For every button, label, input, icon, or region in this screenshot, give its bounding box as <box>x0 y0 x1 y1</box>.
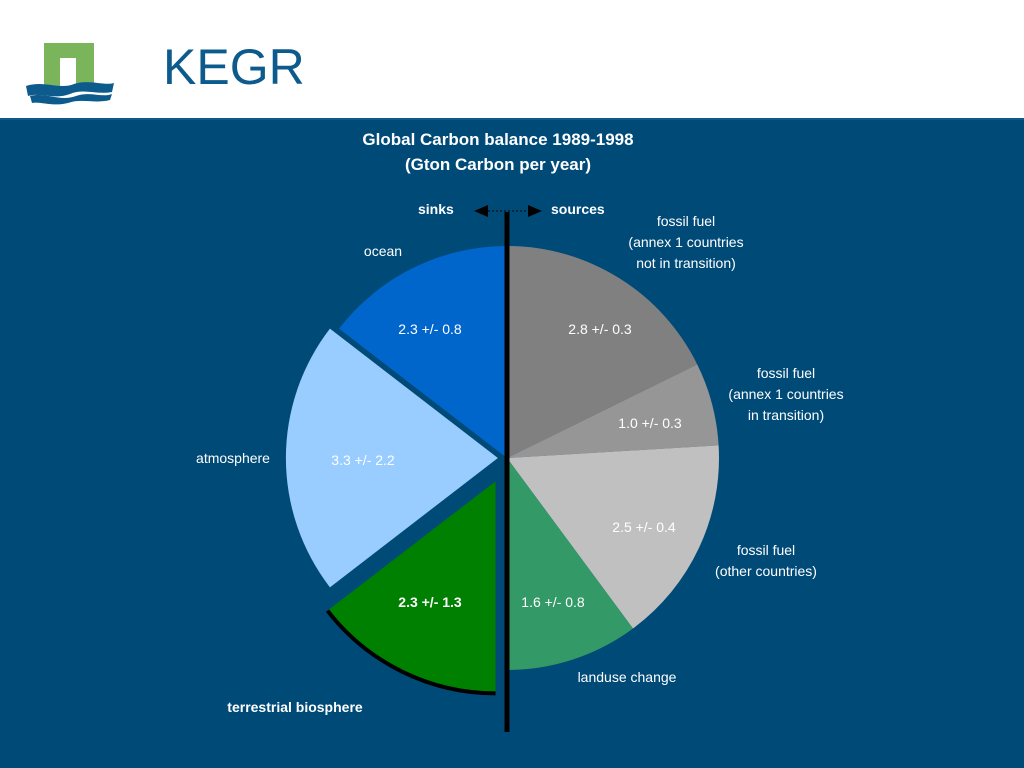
slice-terrestrial-biosphere <box>327 481 496 694</box>
value-ocean: 2.3 +/- 0.8 <box>398 321 462 337</box>
value-terrestrial-biosphere: 2.3 +/- 1.3 <box>398 594 462 610</box>
label-atmosphere: atmosphere <box>183 448 283 469</box>
value-fossil-fuel-not-in-transition: 2.8 +/- 0.3 <box>568 321 632 337</box>
label-terrestrial-biosphere: terrestrial biosphere <box>212 697 378 718</box>
slice-atmosphere <box>285 328 498 588</box>
sinks-label: sinks <box>418 201 454 217</box>
label-line: landuse change <box>577 669 677 685</box>
slice-ocean <box>339 245 507 458</box>
label-line: fossil fuel <box>756 365 816 381</box>
chart-subtitle: (Gton Carbon per year) <box>404 155 592 174</box>
label-ocean: ocean <box>343 241 423 262</box>
sinks-arrow-icon <box>474 205 488 217</box>
slide-header <box>0 0 1024 118</box>
label-line: fossil fuel <box>736 542 796 558</box>
value-fossil-fuel-in-transition: 1.0 +/- 0.3 <box>618 415 682 431</box>
label-fossil-fuel-other: fossil fuel (other countries) <box>696 540 836 582</box>
label-line: (annex 1 countries <box>728 386 844 402</box>
label-line: (annex 1 countries <box>628 234 744 250</box>
label-line: fossil fuel <box>656 213 716 229</box>
label-line: terrestrial biosphere <box>227 699 363 715</box>
logo-wave-top <box>26 82 114 97</box>
value-atmosphere: 3.3 +/- 2.2 <box>331 452 395 468</box>
sources-label: sources <box>551 201 605 217</box>
logo-wave-bottom <box>30 94 112 105</box>
value-fossil-fuel-other: 2.5 +/- 0.4 <box>612 519 676 535</box>
value-landuse-change: 1.6 +/- 0.8 <box>521 594 585 610</box>
logo-arch-opening <box>60 58 76 87</box>
slide-title: KEGR <box>163 39 305 95</box>
label-fossil-fuel-not-in-transition: fossil fuel (annex 1 countries not in tr… <box>604 211 768 274</box>
label-line: (other countries) <box>715 563 817 579</box>
chart-title: Global Carbon balance 1989-1998 <box>362 130 634 149</box>
terrestrial-arc-outline <box>325 609 496 696</box>
slice-fossil-fuel-other <box>507 445 719 629</box>
sources-arrow-icon <box>528 205 542 217</box>
label-landuse-change: landuse change <box>567 667 687 688</box>
label-line: atmosphere <box>196 450 270 466</box>
slice-landuse-change <box>507 458 633 670</box>
slice-fossil-fuel-not-in-transition <box>507 246 698 458</box>
logo <box>26 43 114 105</box>
label-line: ocean <box>363 243 403 259</box>
label-fossil-fuel-in-transition: fossil fuel (annex 1 countries in transi… <box>706 363 866 426</box>
slice-fossil-fuel-in-transition <box>507 364 719 458</box>
label-line: not in transition) <box>636 255 736 271</box>
panel-divider <box>0 118 1024 120</box>
label-line: in transition) <box>747 407 825 423</box>
